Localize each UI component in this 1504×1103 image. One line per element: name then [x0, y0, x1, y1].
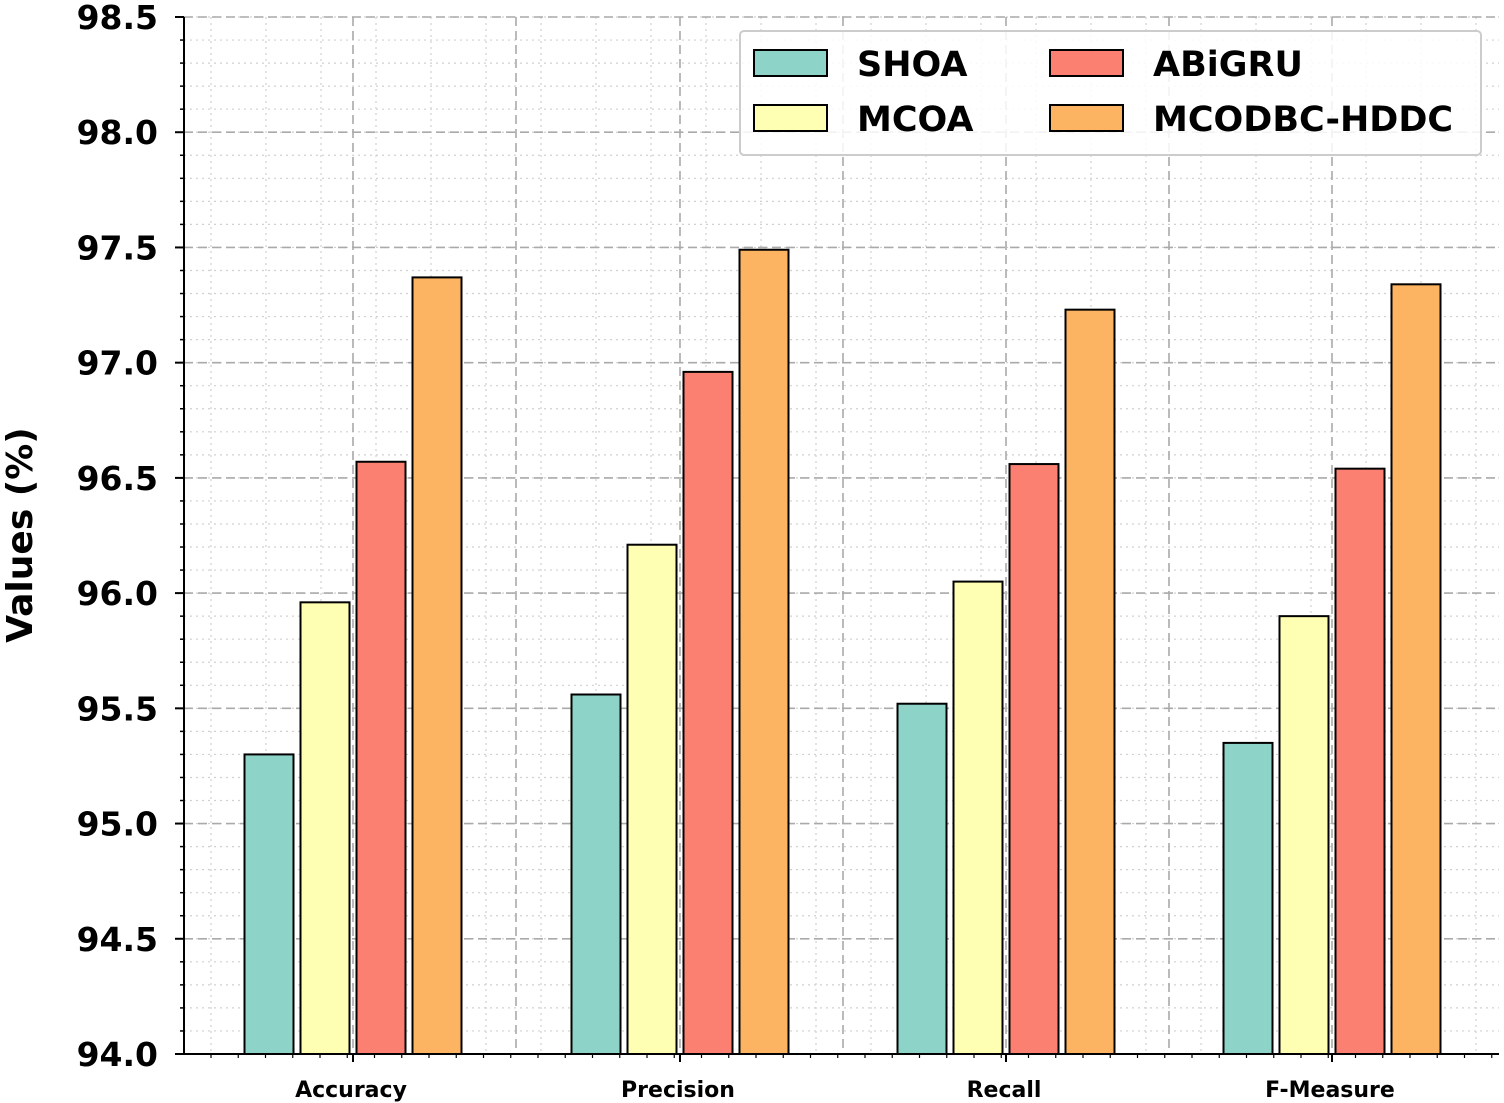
y-tick-label: 98.5 — [77, 0, 158, 37]
bars-group — [243, 248, 1442, 1056]
y-tick-label: 95.0 — [77, 805, 158, 844]
bar-mcoa-accuracy — [299, 601, 351, 1056]
x-tick-label: Precision — [621, 1078, 735, 1103]
y-axis-ticks: 94.0 94.5 95.0 95.5 96.0 96.5 97.0 97.5 98.0 98.5 — [77, 0, 184, 1074]
y-axis-label: Values (%) — [0, 427, 41, 643]
bar-mcodbc-hddc-f-measure — [1390, 283, 1442, 1055]
legend-box — [739, 30, 1482, 156]
y-tick-label: 95.5 — [77, 689, 158, 728]
bar-abigru-f-measure — [1334, 467, 1386, 1056]
x-tick-label: F-Measure — [1265, 1078, 1395, 1103]
bar-shoa-recall — [896, 702, 948, 1055]
x-tick-label: Accuracy — [295, 1078, 407, 1103]
x-tick-label: Recall — [967, 1078, 1042, 1103]
y-tick-label: 96.0 — [77, 574, 158, 613]
legend-swatch-mcodbc-hddc — [1049, 104, 1124, 132]
legend-swatch-mcoa — [753, 104, 828, 132]
legend: SHOA MCOA ABiGRU MCODBC-HDDC — [739, 30, 1482, 156]
bar-mcodbc-hddc-precision — [738, 248, 790, 1055]
y-tick-label: 97.5 — [77, 228, 158, 267]
legend-label-shoa: SHOA — [857, 45, 967, 85]
legend-label-mcodbc-hddc: MCODBC-HDDC — [1153, 100, 1453, 140]
legend-label-mcoa: MCOA — [857, 100, 973, 140]
bar-abigru-recall — [1008, 463, 1060, 1056]
bar-mcoa-precision — [626, 543, 678, 1055]
y-tick-label: 94.5 — [77, 920, 158, 959]
legend-swatch-abigru — [1049, 49, 1124, 77]
bar-mcoa-recall — [952, 580, 1004, 1055]
bar-mcodbc-hddc-accuracy — [411, 276, 463, 1055]
bar-shoa-precision — [570, 693, 622, 1055]
legend-swatch-shoa — [753, 49, 828, 77]
bar-mcodbc-hddc-recall — [1064, 308, 1116, 1056]
bar-shoa-accuracy — [243, 753, 295, 1056]
y-tick-label: 97.0 — [77, 344, 158, 383]
bar-shoa-f-measure — [1222, 741, 1274, 1056]
axes — [183, 17, 1499, 1055]
x-axis-ticks: Accuracy Precision Recall F-Measure — [210, 1054, 1493, 1103]
y-tick-label: 96.5 — [77, 459, 158, 498]
legend-label-abigru: ABiGRU — [1153, 45, 1303, 85]
y-tick-label: 98.0 — [77, 113, 158, 152]
bar-abigru-accuracy — [355, 460, 407, 1056]
bar-mcoa-f-measure — [1278, 615, 1330, 1056]
bar-abigru-precision — [682, 370, 734, 1055]
y-tick-label: 94.0 — [77, 1035, 158, 1074]
